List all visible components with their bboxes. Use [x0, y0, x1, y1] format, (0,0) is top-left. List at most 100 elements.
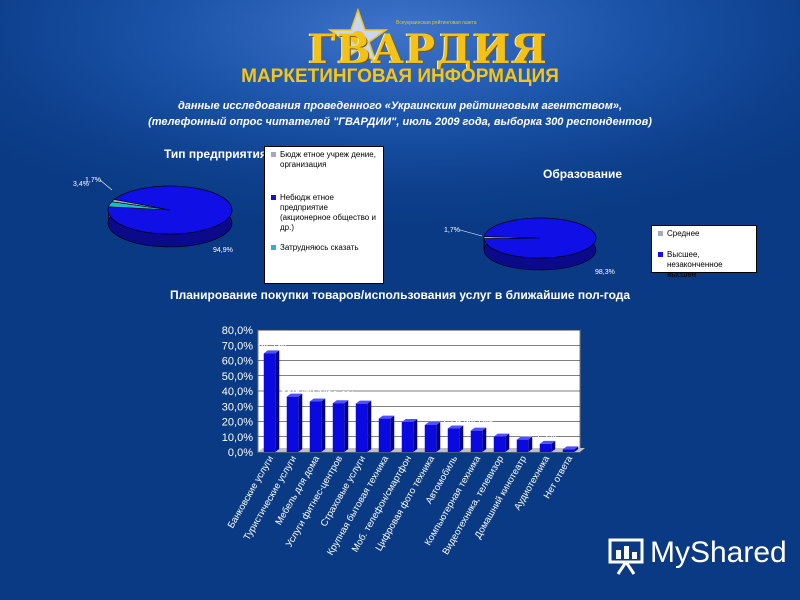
y-tick-label: 30,0%: [222, 401, 253, 413]
bar: [493, 436, 506, 452]
bar-top: [332, 400, 349, 404]
bar: [562, 449, 575, 452]
pie-leader-line: [99, 179, 113, 191]
pie1-chart: 1,7% 94,9% 3,4%: [73, 177, 233, 254]
bar-side: [505, 433, 510, 452]
myshared-logo: MyShared: [606, 534, 787, 578]
chart-floor: [258, 448, 585, 452]
pie2-legend-item-1: Среднее: [658, 229, 752, 239]
subtitle-line-1: данные исследования проведенного «Украин…: [177, 100, 623, 112]
bar-data-label: 14,0%: [465, 418, 493, 429]
bar-top: [516, 436, 533, 440]
pie1-title: Тип предприятия: [164, 147, 267, 161]
bar-side: [321, 398, 326, 452]
legend-swatch-blue: [658, 252, 663, 257]
legend-swatch-grey: [658, 231, 663, 236]
y-tick-label: 50,0%: [222, 371, 253, 383]
bar-top: [470, 427, 487, 431]
legend-swatch-grey: [271, 152, 276, 157]
logo-text: ГВАРДИЯ: [308, 26, 548, 73]
bar: [355, 403, 368, 452]
y-tick-label: 40,0%: [222, 386, 253, 398]
bar: [286, 396, 299, 452]
page-title: МАРКЕТИНГОВАЯ ИНФОРМАЦИЯ: [241, 66, 559, 87]
bar-data-label: 36,3%: [281, 384, 309, 395]
pie-data-label: 3,4%: [73, 181, 89, 188]
bar-data-label: 17,7%: [419, 412, 447, 423]
y-tick-label: 70,0%: [222, 340, 253, 352]
bar: [263, 353, 276, 452]
bar-top: [401, 418, 418, 422]
bar: [447, 428, 460, 452]
bar-data-label: 15,4%: [442, 416, 470, 427]
bar-data-label: 33,1%: [304, 389, 332, 400]
bar-data-label: 1,7%: [557, 436, 580, 447]
y-tick-label: 10,0%: [222, 432, 253, 444]
bar: [378, 418, 391, 452]
pie1-legend-item-1: Бюдж етное учреж дение, организация: [271, 150, 379, 170]
pie-slice: [483, 217, 597, 259]
bar: [332, 403, 345, 452]
y-tick-label: 60,0%: [222, 356, 253, 368]
star-emblem-icon: [327, 8, 389, 64]
bar-side: [367, 400, 372, 452]
pie-leader-line: [459, 229, 483, 237]
bar-top: [355, 400, 372, 404]
pie1-legend-item-2: Небюдж етное предприятие (акционерное об…: [271, 193, 379, 233]
pie1-legend: Бюдж етное учреж дение, организация Небю…: [264, 146, 384, 284]
bar-side: [275, 350, 280, 452]
bar-top: [493, 433, 510, 437]
bar-side: [344, 400, 349, 452]
bar-side: [413, 418, 418, 452]
pie2-legend-item-2: Высшее, незаконченное высшее: [658, 250, 752, 280]
logo-tagline: Всеукраинская рейтинговая газета: [396, 20, 477, 26]
myshared-text: MyShared: [650, 536, 787, 569]
bar-side: [390, 415, 395, 452]
bar: [424, 425, 437, 452]
bar-data-label: 19,7%: [396, 409, 424, 420]
bar-side: [574, 446, 579, 452]
bar-data-label: 31,7%: [350, 391, 378, 402]
bar-side: [528, 436, 533, 452]
gvardiya-logo: ГВАРДИЯ Всеукраинская рейтинговая газета: [300, 8, 547, 73]
y-tick-label: 20,0%: [222, 417, 253, 429]
bar-top: [562, 446, 579, 450]
pie1-legend-item-3: Затрудняюсь сказать: [271, 243, 379, 253]
bar-data-label: 64,7%: [258, 340, 286, 351]
bar-chart: 0,0% 10,0% 20,0% 30,0% 40,0% 50,0% 60,0% 70,0% 8…: [222, 325, 585, 557]
bar-side: [482, 427, 487, 452]
pie2-title: Образование: [543, 167, 623, 181]
bar: [539, 443, 552, 452]
bar: [401, 421, 414, 452]
bar-data-label: 5,3%: [534, 431, 557, 442]
bar-top: [309, 398, 326, 402]
legend-swatch-blue: [271, 195, 276, 200]
pie2-legend: Среднее Высшее, незаконченное высшее: [651, 225, 757, 279]
bar: [470, 430, 483, 452]
bar-data-label: 10,1%: [488, 424, 516, 435]
pie-data-label: 1,7%: [444, 227, 460, 234]
bar-top: [286, 393, 303, 397]
bar-data-label: 21,9%: [373, 406, 401, 417]
legend-swatch-cyan: [271, 245, 276, 250]
pie2-chart: 1,7% 98,3%: [444, 217, 615, 276]
bar-top: [447, 425, 464, 429]
y-tick-label: 80,0%: [222, 325, 253, 337]
pie-data-label: 94,9%: [213, 247, 233, 254]
bar-side: [459, 425, 464, 452]
presentation-board-icon: [608, 538, 644, 575]
bar-top: [539, 440, 556, 444]
bar-top: [263, 350, 280, 354]
bar: [309, 401, 322, 452]
subtitle-line-2: (телефонный опрос читателей "ГВАРДИИ", и…: [148, 116, 652, 128]
bar-side: [551, 440, 556, 452]
pie-data-label: 98,3%: [595, 269, 615, 276]
bar-side: [436, 422, 441, 452]
bar-data-label: 32,0%: [327, 390, 355, 401]
bar-top: [378, 415, 395, 419]
pie-data-label: 1,7%: [85, 177, 101, 184]
pie-slice: [108, 201, 171, 211]
bar-data-label: 8,1%: [511, 427, 534, 438]
bar: [516, 439, 529, 452]
y-tick-label: 0,0%: [228, 447, 253, 459]
